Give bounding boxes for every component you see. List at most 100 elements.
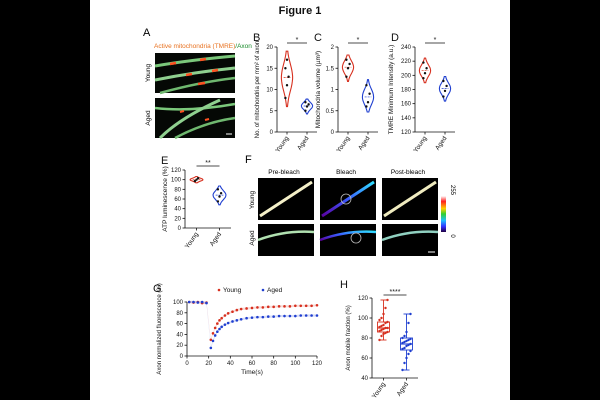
panel-g-point-aged [220, 325, 223, 329]
panel-g-ylabel: Axon normalized fluorescence (%) [157, 283, 163, 374]
panel-c-point-aged [365, 84, 368, 87]
panel-h-ytick-label: 80 [361, 336, 368, 342]
panel-b-ytick-label: 10 [266, 88, 273, 94]
panel-b-sig-label: * [296, 37, 299, 44]
panel-d-ytick-label: 120 [401, 130, 412, 136]
panel-f: F Pre-bleach Bleach Post-bleach Young Ag… [245, 154, 455, 256]
panel-h-point-aged [403, 340, 406, 344]
panel-g-point-aged [277, 314, 281, 318]
panel-f-col-label-bleach: Bleach [336, 169, 356, 176]
panel-h-point-young [384, 326, 387, 330]
panel-g-point-young [283, 305, 286, 308]
panel-g-point-aged [261, 315, 265, 319]
panel-g-legend-marker-young [217, 288, 221, 292]
panel-d-ytick-label: 200 [401, 73, 412, 79]
panel-g-point-young [211, 332, 215, 335]
panel-h-point-aged [405, 339, 408, 343]
panel-c-point-young [345, 58, 348, 61]
panel-h-point-aged [409, 342, 412, 346]
panel-g-point-young [216, 322, 219, 325]
panel-d-ylabel: TMRE Minimum Intensity (a.u.) [388, 45, 395, 135]
panel-h-point-young [386, 298, 389, 302]
panel-h-point-aged [409, 349, 412, 353]
panel-d-point-aged [445, 84, 448, 88]
panel-f-col-label-pre: Pre-bleach [268, 169, 300, 176]
panel-g-xtick-label: 100 [290, 361, 301, 367]
panel-h-point-young [382, 312, 385, 316]
panel-e-point-young [193, 179, 197, 183]
panel-c-ytick-label: 2 [331, 45, 335, 51]
panel-g-point-young [218, 319, 221, 322]
panel-e-ytick-label: 100 [171, 178, 182, 184]
panel-h-point-young [382, 327, 385, 331]
panel-h-ytick-label: 40 [361, 376, 368, 382]
panel-g-point-young [213, 326, 217, 330]
panel-h-point-aged [407, 343, 410, 347]
panel-h-point-aged [405, 330, 408, 334]
panel-a-title: Active mitochondria (TMRE)/Axon [154, 43, 252, 50]
panel-c-ytick-label: 1 [331, 88, 335, 94]
panel-d-sig-label: * [434, 37, 437, 44]
panel-g-xtick-label: 60 [249, 361, 256, 367]
panel-c-point-aged [366, 101, 370, 104]
panel-c-letter: C [314, 32, 322, 44]
panel-g-point-young [256, 306, 259, 309]
panel-g-point-aged [196, 301, 200, 304]
panel-d-ytick-label: 240 [401, 45, 412, 51]
panel-c-ylabel: Mitochondria volume (µm³) [315, 51, 322, 128]
panel-b-point-aged [304, 101, 307, 104]
panel-g-point-aged [288, 314, 292, 318]
panel-b-ytick-label: 5 [270, 109, 274, 115]
panel-g-point-aged [294, 314, 297, 318]
panel-g-point-aged [245, 316, 248, 320]
panel-h-point-young [378, 329, 381, 333]
panel-f-colorbar-min: 0 [449, 234, 455, 238]
panel-f-row-label-aged: Aged [249, 230, 256, 246]
panel-e-ytick-label: 60 [174, 197, 181, 203]
panel-g-ytick-label: 20 [176, 343, 183, 349]
panel-g-point-aged [211, 339, 215, 343]
panel-g-point-young [272, 305, 275, 309]
panel-e-point-aged [218, 195, 221, 198]
panel-h-point-aged [409, 312, 412, 316]
panel-h-point-aged [401, 347, 404, 351]
panel-a-aged-axons [154, 98, 236, 140]
panel-d-point-aged [442, 95, 445, 98]
panel-g-point-young [299, 304, 303, 308]
panel-b-ytick-label: 20 [266, 45, 273, 51]
panel-h-point-young [384, 321, 387, 325]
panel-g-point-aged [256, 315, 259, 319]
panel-f-letter: F [245, 154, 252, 166]
panel-h-point-young [382, 323, 385, 327]
panel-h-ytick-label: 60 [361, 356, 368, 362]
panel-b-letter: B [253, 32, 260, 44]
panel-g-point-young [304, 304, 308, 308]
panel-b-ytick-label: 0 [270, 130, 274, 136]
panel-g-point-aged [250, 316, 254, 319]
panel-g-point-aged [213, 334, 217, 337]
panel-g-error-band-young [189, 300, 317, 341]
panel-g-ytick-label: 40 [176, 332, 183, 338]
panel-g-point-young [239, 307, 243, 311]
panel-h-point-young [378, 325, 381, 329]
panel-e-letter: E [161, 155, 168, 167]
panel-d-ytick-label: 220 [401, 59, 412, 65]
panel-e-point-young [196, 177, 200, 180]
panel-g-point-aged [192, 300, 195, 304]
panel-g-xlabel: Time(s) [241, 369, 263, 376]
panel-g-point-aged [239, 317, 243, 321]
panel-h-point-young [378, 338, 381, 342]
panel-e-point-young [195, 178, 198, 181]
panel-g-point-aged [231, 320, 234, 323]
panel-c-ytick-label: 1.5 [326, 66, 335, 72]
panel-f-bleach-roi-aged [350, 232, 362, 244]
panel-g-point-young [223, 314, 227, 317]
panel-f-colorbar [441, 196, 446, 232]
panel-g-point-young [261, 306, 265, 309]
panel-d-point-young [425, 67, 428, 70]
panel-h-point-aged [405, 356, 408, 360]
panel-g-point-young [209, 338, 213, 342]
panel-a-letter: A [143, 27, 151, 39]
panel-h-point-young [386, 330, 389, 334]
